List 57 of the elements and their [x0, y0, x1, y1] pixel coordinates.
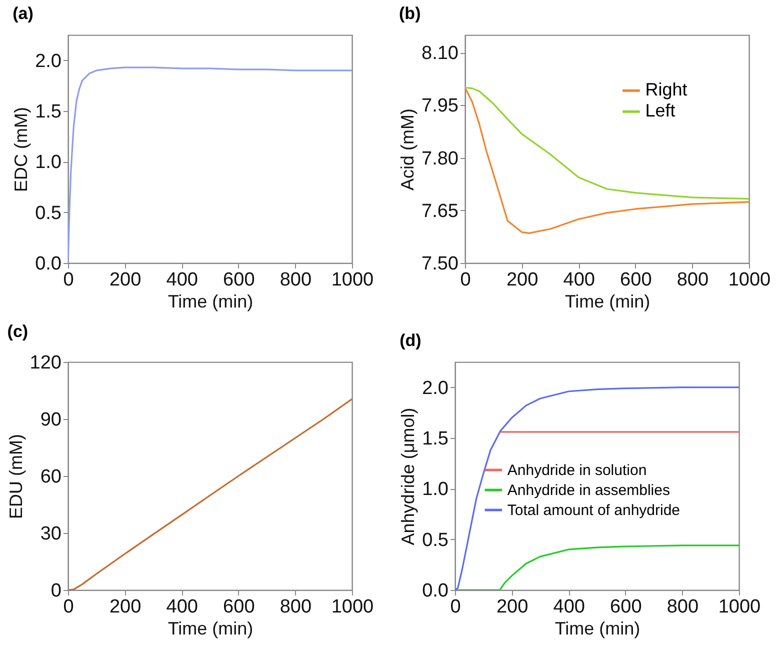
legend-label: Right — [645, 80, 688, 100]
y-tick-label: 2.0 — [35, 50, 62, 72]
y-tick-label: 0.0 — [422, 580, 448, 602]
y-tick-label: 1.5 — [35, 102, 62, 122]
chart-title: (a) — [12, 4, 34, 23]
y-tick-label: 30 — [40, 524, 62, 544]
y-tick-label: 120 — [30, 352, 62, 374]
x-tick-label: 600 — [610, 596, 642, 618]
y-tick-label: 1.5 — [422, 428, 448, 450]
y-axis-title: Anhydride (μmol) — [398, 408, 418, 546]
y-tick-label: 2.0 — [422, 378, 448, 399]
legend-label: Left — [645, 100, 676, 121]
y-tick-label: 7.65 — [422, 200, 458, 222]
legend-label: Total amount of anhydride — [507, 502, 680, 520]
x-tick-label: 1000 — [728, 270, 771, 290]
x-tick-label: 200 — [109, 270, 142, 290]
y-tick-label: 0 — [50, 580, 62, 602]
x-tick-label: 800 — [280, 596, 312, 618]
y-tick-label: 7.80 — [422, 148, 458, 170]
x-tick-label: 800 — [666, 596, 699, 618]
y-tick-label: 1.0 — [35, 152, 62, 174]
y-tick-label: 90 — [40, 410, 62, 430]
x-tick-label: 400 — [166, 270, 198, 290]
chart-title: (b) — [399, 4, 421, 23]
y-axis-title: EDC (mM) — [11, 107, 32, 192]
x-tick-label: 200 — [506, 270, 538, 290]
x-tick-label: 600 — [223, 596, 255, 618]
legend-label: Anhydride in assemblies — [507, 482, 670, 500]
x-tick-label: 400 — [563, 270, 595, 290]
y-tick-label: 0.0 — [35, 254, 62, 274]
x-tick-label: 400 — [553, 596, 585, 618]
x-axis-title: Time (min) — [168, 618, 254, 638]
legend-label: Anhydride in solution — [507, 462, 647, 480]
x-axis-title: Time (min) — [564, 292, 650, 312]
x-tick-label: 1000 — [718, 596, 761, 618]
x-tick-label: 200 — [109, 596, 142, 618]
x-tick-label: 600 — [223, 270, 255, 290]
y-axis-title: EDU (mM) — [6, 434, 26, 519]
x-tick-label: 200 — [496, 596, 528, 618]
x-tick-label: 600 — [620, 270, 652, 290]
y-axis-title: Acid (mM) — [398, 108, 418, 190]
x-tick-label: 1000 — [331, 596, 374, 618]
chart-title: (d) — [400, 331, 422, 350]
y-tick-label: 7.95 — [422, 96, 458, 117]
y-tick-label: 60 — [40, 466, 62, 488]
x-tick-label: 1000 — [331, 270, 374, 290]
x-tick-label: 800 — [676, 270, 709, 290]
x-tick-label: 800 — [280, 270, 312, 290]
x-axis-title: Time (min) — [554, 618, 640, 638]
y-tick-label: 0.5 — [35, 202, 62, 224]
x-axis-title: Time (min) — [168, 292, 254, 312]
y-tick-label: 8.10 — [422, 43, 458, 64]
y-tick-label: 7.50 — [422, 254, 458, 274]
x-tick-label: 400 — [166, 596, 198, 618]
chart-title: (c) — [7, 322, 28, 341]
y-tick-label: 0.5 — [422, 530, 448, 551]
y-tick-label: 1.0 — [422, 479, 448, 500]
